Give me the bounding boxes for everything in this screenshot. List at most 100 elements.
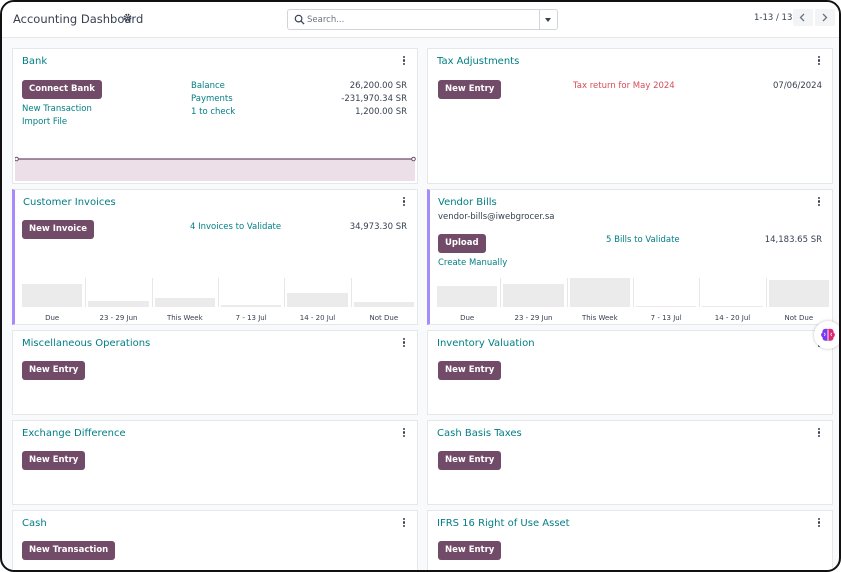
chart-gridline (633, 278, 634, 307)
new-entry-button[interactable]: New Entry (438, 361, 502, 380)
balance-area (15, 159, 415, 181)
bills-aging-x-axis: Due 23 - 29 Jun This Week 7 - 13 Jul 14 - 20… (434, 314, 832, 324)
kebab-menu-icon[interactable] (818, 518, 822, 528)
import-file-link[interactable]: Import File (22, 117, 68, 127)
card-title[interactable]: Bank (22, 56, 48, 67)
chart-gridline (218, 278, 219, 307)
chart-bar[interactable] (88, 301, 149, 307)
new-transaction-button[interactable]: New Transaction (22, 541, 116, 560)
card-title[interactable]: IFRS 16 Right of Use Asset (437, 518, 570, 529)
chart-bar[interactable] (569, 278, 630, 307)
chart-x-tick-label: Due (460, 314, 475, 322)
search-options-toggle[interactable] (539, 10, 557, 29)
card-title[interactable]: Inventory Valuation (437, 338, 535, 349)
pager-previous-button[interactable] (793, 9, 813, 26)
pager-value[interactable]: 1-13 / 13 (754, 13, 793, 23)
chart-bar[interactable] (353, 302, 414, 307)
new-entry-button[interactable]: New Entry (438, 541, 502, 560)
search-icon (294, 14, 305, 25)
new-entry-button[interactable]: New Entry (22, 361, 86, 380)
chart-gridline (85, 278, 87, 307)
ai-assistant-button[interactable] (814, 321, 839, 349)
kebab-menu-icon[interactable] (403, 56, 407, 66)
kebab-menu-icon[interactable] (818, 197, 822, 207)
to-check-label[interactable]: 1 to check (191, 107, 236, 117)
chart-x-tick-label: 14 - 20 Jul (714, 314, 751, 322)
kebab-menu-icon[interactable] (403, 338, 407, 348)
vendor-bills-email: vendor-bills@iwebgrocer.sa (438, 212, 555, 222)
chart-bar[interactable] (287, 292, 348, 307)
chart-gridline (566, 278, 568, 307)
chart-x-tick-label: 14 - 20 Jul (299, 314, 336, 322)
create-manually-link[interactable]: Create Manually (438, 258, 508, 268)
brain-icon (821, 328, 835, 341)
kebab-menu-icon[interactable] (403, 428, 407, 438)
card-title[interactable]: Tax Adjustments (437, 56, 520, 67)
chart-bar[interactable] (22, 283, 83, 307)
chart-bar[interactable] (702, 306, 763, 307)
card-title[interactable]: Cash Basis Taxes (437, 428, 522, 439)
vendor-bills-card: Vendor Bills vendor-bills@iwebgrocer.sa … (427, 189, 833, 325)
search-input[interactable] (307, 12, 537, 27)
chart-bar[interactable] (437, 285, 498, 307)
bills-aging-chart (434, 278, 832, 307)
invoices-aging-chart (19, 278, 417, 307)
to-check-value: 1,200.00 SR (355, 107, 407, 117)
chart-gridline (151, 278, 153, 307)
control-panel: Accounting Dashboard 1-13 / 13 (2, 2, 839, 38)
chart-gridline (699, 278, 701, 307)
chart-x-tick-label: This Week (166, 314, 203, 322)
inventory-valuation-card: Inventory Valuation New Entry (427, 330, 833, 415)
bank-journal-card: Bank Connect Bank New Transaction Import… (12, 48, 418, 184)
cash-journal-card: Cash New Transaction (12, 510, 418, 570)
invoices-aging-x-axis: Due 23 - 29 Jun This Week 7 - 13 Jul 14 - 20… (19, 314, 417, 324)
chart-bar[interactable] (503, 283, 564, 307)
chart-gridline (284, 278, 286, 307)
caret-down-icon (545, 18, 551, 22)
kebab-menu-icon[interactable] (403, 518, 407, 528)
miscellaneous-operations-card: Miscellaneous Operations New Entry (12, 330, 418, 415)
page-title: Accounting Dashboard (13, 12, 144, 26)
upload-button[interactable]: Upload (438, 234, 486, 253)
new-transaction-link[interactable]: New Transaction (22, 104, 92, 114)
tax-adjustments-card: Tax Adjustments New Entry Tax return for… (427, 48, 833, 184)
new-entry-button[interactable]: New Entry (22, 451, 86, 470)
chart-bar[interactable] (636, 306, 697, 307)
tax-return-notice[interactable]: Tax return for May 2024 (573, 81, 675, 91)
chart-x-tick-label: 23 - 29 Jun (514, 314, 553, 322)
card-title[interactable]: Cash (22, 518, 47, 529)
pager-next-button[interactable] (815, 9, 835, 26)
tax-return-date: 07/06/2024 (773, 81, 822, 91)
chart-x-tick-label: 7 - 13 Jul (650, 314, 682, 322)
bills-to-validate-link[interactable]: 5 Bills to Validate (606, 235, 680, 245)
customer-invoices-card: Customer Invoices New Invoice 4 Invoices… (12, 189, 418, 325)
card-title[interactable]: Customer Invoices (23, 197, 116, 208)
card-title[interactable]: Exchange Difference (22, 428, 126, 439)
ifrs16-right-of-use-card: IFRS 16 Right of Use Asset New Entry (427, 510, 833, 570)
chevron-left-icon (799, 13, 805, 22)
search-bar (287, 9, 558, 30)
payments-label[interactable]: Payments (191, 94, 233, 104)
new-invoice-button[interactable]: New Invoice (22, 220, 95, 239)
connect-bank-button[interactable]: Connect Bank (22, 80, 102, 99)
new-entry-button[interactable]: New Entry (438, 451, 502, 470)
gear-icon[interactable] (123, 13, 132, 25)
chart-bar[interactable] (221, 304, 282, 307)
chart-bar[interactable] (768, 280, 829, 307)
chart-bar[interactable] (154, 298, 215, 307)
chevron-right-icon (822, 13, 828, 22)
balance-label[interactable]: Balance (191, 81, 225, 91)
balance-point-end (411, 156, 416, 162)
balance-point-start (15, 156, 19, 162)
balance-value: 26,200.00 SR (349, 81, 407, 91)
new-entry-button[interactable]: New Entry (438, 80, 502, 99)
invoices-to-validate-link[interactable]: 4 Invoices to Validate (190, 222, 282, 232)
chart-x-tick-label: Not Due (369, 314, 399, 322)
card-title[interactable]: Vendor Bills (438, 197, 497, 208)
card-title[interactable]: Miscellaneous Operations (22, 338, 151, 349)
kebab-menu-icon[interactable] (818, 428, 822, 438)
cash-basis-taxes-card: Cash Basis Taxes New Entry (427, 420, 833, 505)
kebab-menu-icon[interactable] (818, 56, 822, 66)
kebab-menu-icon[interactable] (403, 197, 407, 207)
chart-x-tick-label: This Week (581, 314, 618, 322)
